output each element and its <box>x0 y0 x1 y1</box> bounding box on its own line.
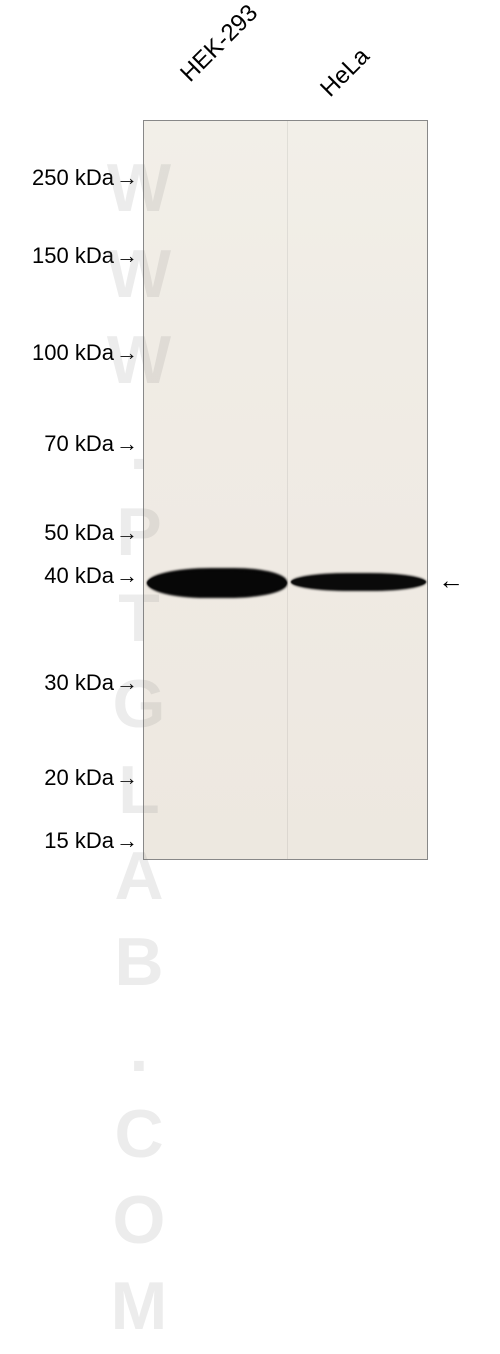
band-hela-40kda-core <box>291 575 426 589</box>
marker-arrow-icon: → <box>116 520 138 546</box>
western-blot-figure: { "figure": { "type": "western-blot", "b… <box>0 0 500 903</box>
marker-arrow-icon: → <box>116 563 138 589</box>
marker-arrow-icon: → <box>116 828 138 854</box>
marker-50kda: 50 kDa→ <box>44 520 138 546</box>
marker-40kda: 40 kDa→ <box>44 563 138 589</box>
lane-divider <box>287 121 288 859</box>
marker-arrow-icon: → <box>116 431 138 457</box>
marker-arrow-icon: → <box>116 765 138 791</box>
marker-arrow-icon: → <box>116 670 138 696</box>
marker-250kda: 250 kDa→ <box>32 165 138 191</box>
lane-label-hela: HeLa <box>315 43 375 103</box>
result-arrow-icon: ← <box>438 565 464 596</box>
marker-150kda: 150 kDa→ <box>32 243 138 269</box>
marker-arrow-icon: → <box>116 340 138 366</box>
marker-30kda: 30 kDa→ <box>44 670 138 696</box>
blot-background <box>144 121 427 859</box>
marker-100kda: 100 kDa→ <box>32 340 138 366</box>
blot-membrane <box>143 120 428 860</box>
marker-arrow-icon: → <box>116 165 138 191</box>
marker-arrow-icon: → <box>116 243 138 269</box>
marker-15kda: 15 kDa→ <box>44 828 138 854</box>
marker-70kda: 70 kDa→ <box>44 431 138 457</box>
lane-label-hek293: HEK-293 <box>175 0 264 88</box>
marker-20kda: 20 kDa→ <box>44 765 138 791</box>
band-hek293-40kda-core <box>147 571 287 595</box>
